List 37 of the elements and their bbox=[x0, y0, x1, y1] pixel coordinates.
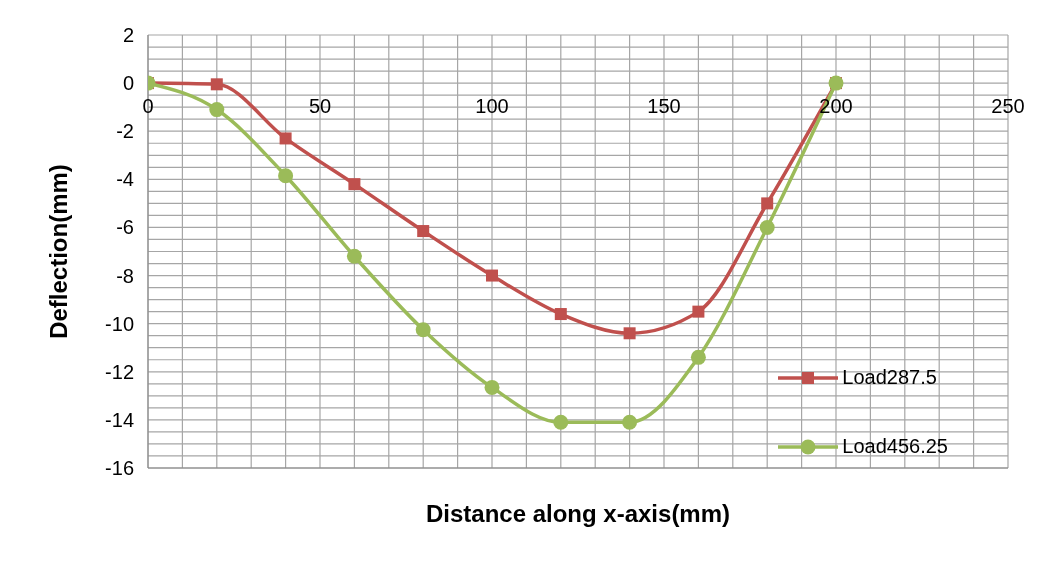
point bbox=[554, 308, 567, 321]
point bbox=[278, 168, 294, 184]
point bbox=[622, 414, 638, 430]
y-tick-label: -10 bbox=[105, 312, 134, 335]
point bbox=[486, 269, 498, 282]
point bbox=[415, 322, 431, 338]
y-tick-label: -6 bbox=[116, 216, 134, 239]
y-tick-label: 0 bbox=[122, 72, 134, 95]
point bbox=[348, 178, 361, 191]
point bbox=[210, 78, 223, 91]
point bbox=[553, 414, 569, 430]
point bbox=[623, 327, 636, 340]
point bbox=[692, 305, 705, 318]
y-axis-title: Deflection(mm) bbox=[44, 164, 72, 339]
y-tick-label: -16 bbox=[105, 457, 134, 479]
y-tick-label: -12 bbox=[105, 360, 134, 383]
x-tick-label: 100 bbox=[475, 95, 509, 118]
point bbox=[417, 225, 430, 238]
x-tick-label: 150 bbox=[647, 95, 681, 118]
legend-label: Load456.25 bbox=[842, 435, 948, 458]
x-tick-label: 250 bbox=[991, 95, 1025, 118]
y-tick-label: -2 bbox=[116, 120, 134, 143]
x-tick-label: 0 bbox=[142, 95, 154, 118]
x-tick-label: 50 bbox=[308, 95, 332, 118]
y-tick-label: -8 bbox=[116, 264, 134, 287]
point bbox=[346, 248, 362, 264]
point bbox=[759, 219, 775, 235]
point bbox=[209, 102, 225, 118]
point bbox=[690, 349, 706, 365]
y-tick-label: 2 bbox=[122, 24, 134, 46]
y-tick-label: -4 bbox=[116, 168, 134, 191]
x-axis-title: Distance along x-axis(mm) bbox=[425, 500, 731, 527]
point bbox=[484, 379, 500, 395]
y-tick-label: -14 bbox=[105, 408, 134, 431]
point bbox=[279, 132, 292, 145]
legend-label: Load287.5 bbox=[842, 366, 937, 389]
point bbox=[761, 197, 774, 210]
